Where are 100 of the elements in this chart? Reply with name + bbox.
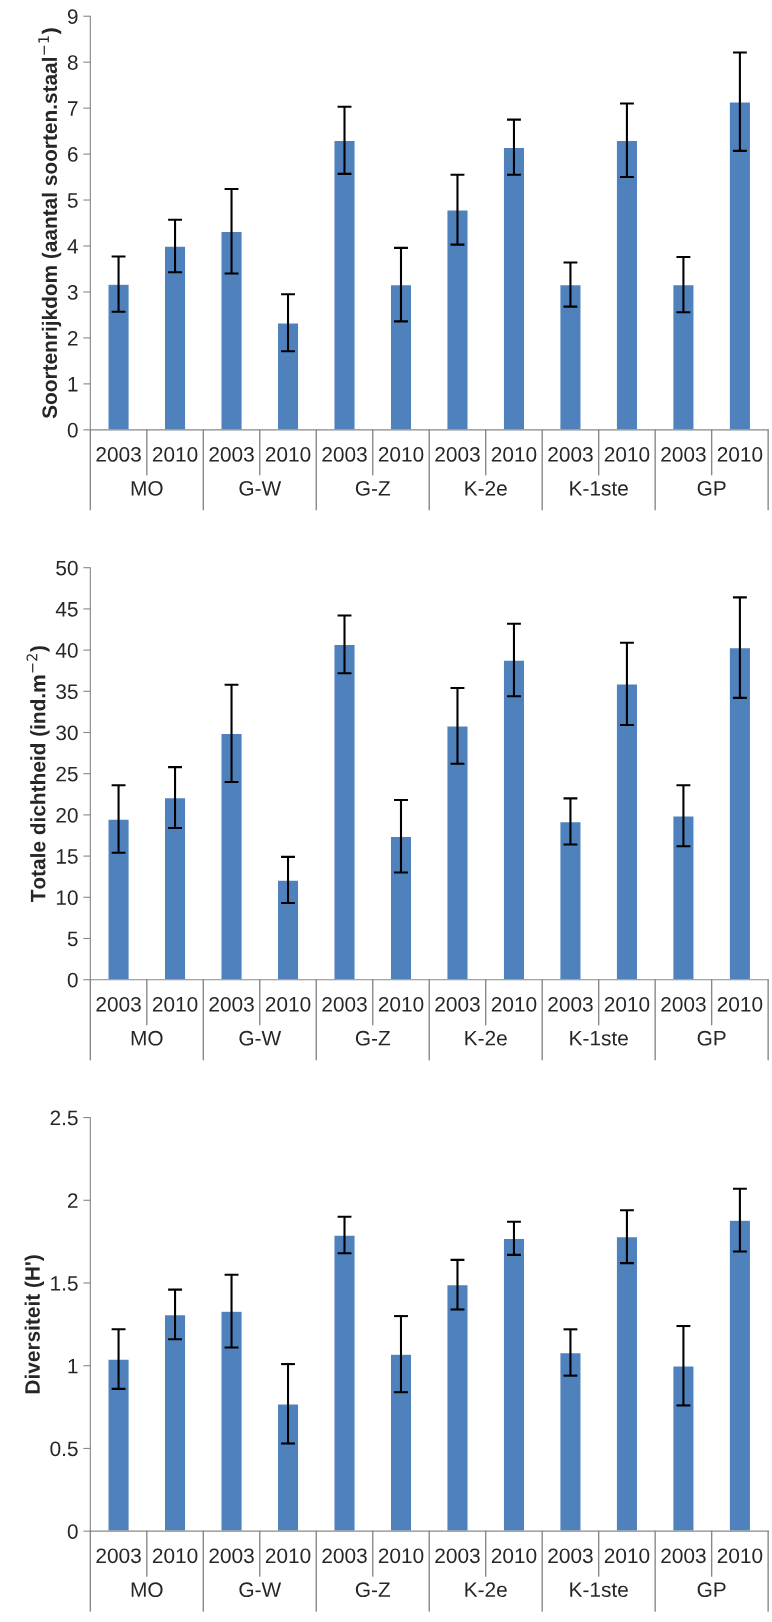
x-tick-label: 2003 — [209, 996, 254, 1012]
x-tick-label: 2010 — [265, 996, 311, 1012]
bar — [276, 879, 300, 980]
y-tick-label: 0 — [67, 422, 78, 438]
x-tick-label: 2003 — [661, 996, 706, 1012]
text: G-W — [239, 1030, 282, 1046]
y-axis-title: Soortenrijkdom (aantal soorten.staal$^{−1}$) — [38, 28, 62, 419]
x-tick-label: 2010 — [152, 447, 198, 462]
y-tick-label: 0 — [67, 972, 78, 988]
bar — [728, 1219, 752, 1532]
bar — [559, 1351, 582, 1532]
bar — [728, 101, 752, 430]
x-tick-label: 2003 — [96, 447, 141, 462]
bar — [502, 659, 526, 980]
y-tick-label: 30 — [56, 725, 78, 741]
text: G-Z — [355, 1582, 391, 1598]
y-tick-label: 2 — [67, 1193, 78, 1208]
bar — [107, 818, 130, 980]
text: GP — [697, 1030, 726, 1046]
x-tick-label: 2003 — [661, 447, 706, 462]
x-tick-label: 2003 — [435, 996, 480, 1012]
text: G-Z — [355, 480, 391, 496]
x-tick-label: 2003 — [209, 1548, 254, 1564]
x-tick-label: 2010 — [378, 447, 424, 462]
y-tick-label: 3 — [67, 284, 78, 300]
bar — [220, 230, 243, 430]
y-tick-label: 8 — [67, 55, 78, 70]
x-tick-label: 2003 — [96, 1548, 141, 1564]
y-tick-label: 2.5 — [50, 1110, 78, 1126]
bar — [163, 245, 187, 430]
text: K-1ste — [570, 481, 628, 496]
y-tick-label: 9 — [67, 9, 78, 24]
text: GP — [697, 1582, 726, 1598]
bar — [107, 283, 130, 430]
y-tick-label: 1 — [68, 377, 78, 392]
x-tick-label: 2010 — [265, 1548, 311, 1564]
bar — [615, 1235, 639, 1532]
bar — [333, 643, 356, 980]
x-tick-label: 2010 — [378, 996, 424, 1012]
text: K-2e — [465, 1030, 507, 1046]
bar — [333, 1234, 356, 1532]
y-tick-label: 10 — [56, 890, 78, 906]
y-tick-label: 4 — [67, 239, 78, 254]
bar — [276, 322, 300, 430]
y-tick-label: 50 — [56, 560, 78, 576]
x-tick-label: 2003 — [548, 996, 593, 1012]
x-tick-label: 2003 — [322, 447, 367, 462]
y-axis-title: Diversiteit (H') — [24, 1255, 44, 1394]
y-tick-label: 0.5 — [50, 1441, 78, 1457]
bar — [728, 646, 752, 980]
bar — [559, 283, 582, 430]
x-tick-label: 2010 — [717, 1548, 763, 1564]
y-axis-title: Totale dichtheid (ind.m$^{−2}$) — [26, 646, 50, 903]
x-tick-label: 2003 — [322, 1548, 367, 1564]
bar — [333, 139, 356, 430]
x-tick-label: 2003 — [209, 447, 254, 462]
bar — [446, 725, 469, 980]
text: MO — [131, 1030, 163, 1046]
text: G-W — [239, 480, 282, 496]
x-tick-label: 2010 — [491, 447, 537, 462]
y-tick-label: 45 — [55, 602, 78, 617]
x-tick-label: 2003 — [435, 1548, 480, 1564]
text: K-2e — [465, 480, 507, 496]
bar — [276, 1403, 300, 1532]
bar — [502, 1237, 526, 1532]
bar — [389, 1353, 413, 1532]
bar — [671, 283, 695, 430]
bar — [671, 1365, 695, 1532]
x-tick-label: 2003 — [548, 447, 593, 462]
x-tick-label: 2010 — [491, 996, 537, 1012]
y-tick-label: 25 — [56, 766, 78, 782]
bar — [389, 835, 413, 980]
x-tick-label: 2003 — [435, 447, 480, 462]
text: G-W — [239, 1582, 282, 1598]
bar — [559, 820, 582, 980]
x-tick-label: 2010 — [152, 996, 198, 1012]
y-tick-label: 7 — [68, 101, 78, 116]
bar — [107, 1358, 130, 1532]
bar — [615, 139, 639, 430]
bar — [446, 1283, 469, 1532]
x-tick-label: 2003 — [96, 996, 141, 1012]
text: MO — [131, 1582, 163, 1598]
text: G-Z — [355, 1030, 391, 1046]
y-tick-label: 0 — [67, 1524, 78, 1539]
y-tick-label: 6 — [67, 147, 78, 162]
y-tick-label: 5 — [67, 193, 78, 208]
y-tick-label: 35 — [56, 684, 78, 700]
bar — [389, 283, 413, 430]
bar — [615, 683, 639, 980]
y-tick-label: 1.5 — [51, 1276, 78, 1291]
x-tick-label: 2010 — [717, 447, 763, 462]
y-tick-label: 15 — [56, 849, 78, 864]
y-tick-label: 2 — [67, 330, 78, 346]
text: MO — [131, 480, 163, 496]
x-tick-label: 2010 — [152, 1548, 198, 1564]
text: K-1ste — [570, 1582, 628, 1598]
bar — [671, 815, 695, 980]
bar — [163, 796, 187, 980]
bar — [446, 209, 469, 430]
x-tick-label: 2003 — [661, 1548, 706, 1564]
